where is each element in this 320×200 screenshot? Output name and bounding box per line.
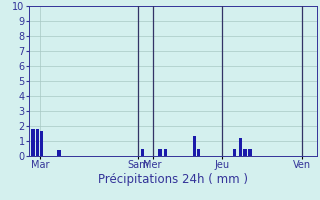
Bar (57, 150, 61, 156)
X-axis label: Précipitations 24h ( mm ): Précipitations 24h ( mm ) (98, 173, 248, 186)
Bar (248, 149, 252, 156)
Bar (36, 129, 39, 156)
Bar (164, 149, 167, 156)
Bar (31, 129, 35, 156)
Bar (40, 130, 44, 156)
Bar (193, 136, 196, 156)
Bar (158, 149, 162, 156)
Bar (233, 149, 236, 156)
Bar (197, 149, 200, 156)
Bar (239, 138, 242, 156)
Bar (141, 149, 144, 156)
Bar (243, 149, 246, 156)
